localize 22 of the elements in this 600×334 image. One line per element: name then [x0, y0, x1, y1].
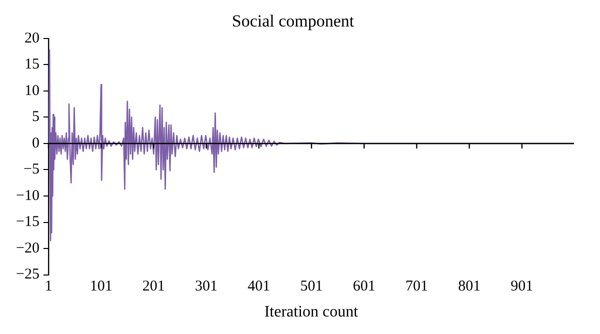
- x-tick-label: 201: [142, 278, 165, 295]
- x-tick-label: 401: [248, 278, 270, 295]
- x-tick-label: 101: [90, 278, 112, 295]
- y-tick-label: 20: [24, 30, 40, 46]
- x-tick-label: 801: [458, 278, 481, 295]
- y-tick-label: 10: [24, 82, 40, 99]
- chart-title: Social component: [232, 12, 354, 31]
- y-tick-label: 15: [24, 56, 40, 73]
- x-tick-label: 501: [300, 278, 323, 295]
- y-tick-label: −5: [23, 162, 40, 178]
- y-tick-label: 0: [32, 135, 40, 152]
- x-axis-title: Iteration count: [264, 304, 359, 321]
- x-tick-label: 1: [44, 278, 52, 295]
- x-tick-label: 701: [405, 278, 428, 295]
- y-tick-label: −10: [16, 188, 40, 204]
- x-tick-label: 901: [510, 278, 534, 295]
- y-tick-label: −20: [16, 240, 40, 256]
- x-tick-label: 301: [195, 278, 218, 295]
- y-tick-label: −25: [16, 266, 40, 283]
- x-tick-label: 601: [352, 278, 376, 295]
- y-tick-label: −15: [16, 214, 40, 230]
- y-tick-label: 5: [32, 109, 40, 126]
